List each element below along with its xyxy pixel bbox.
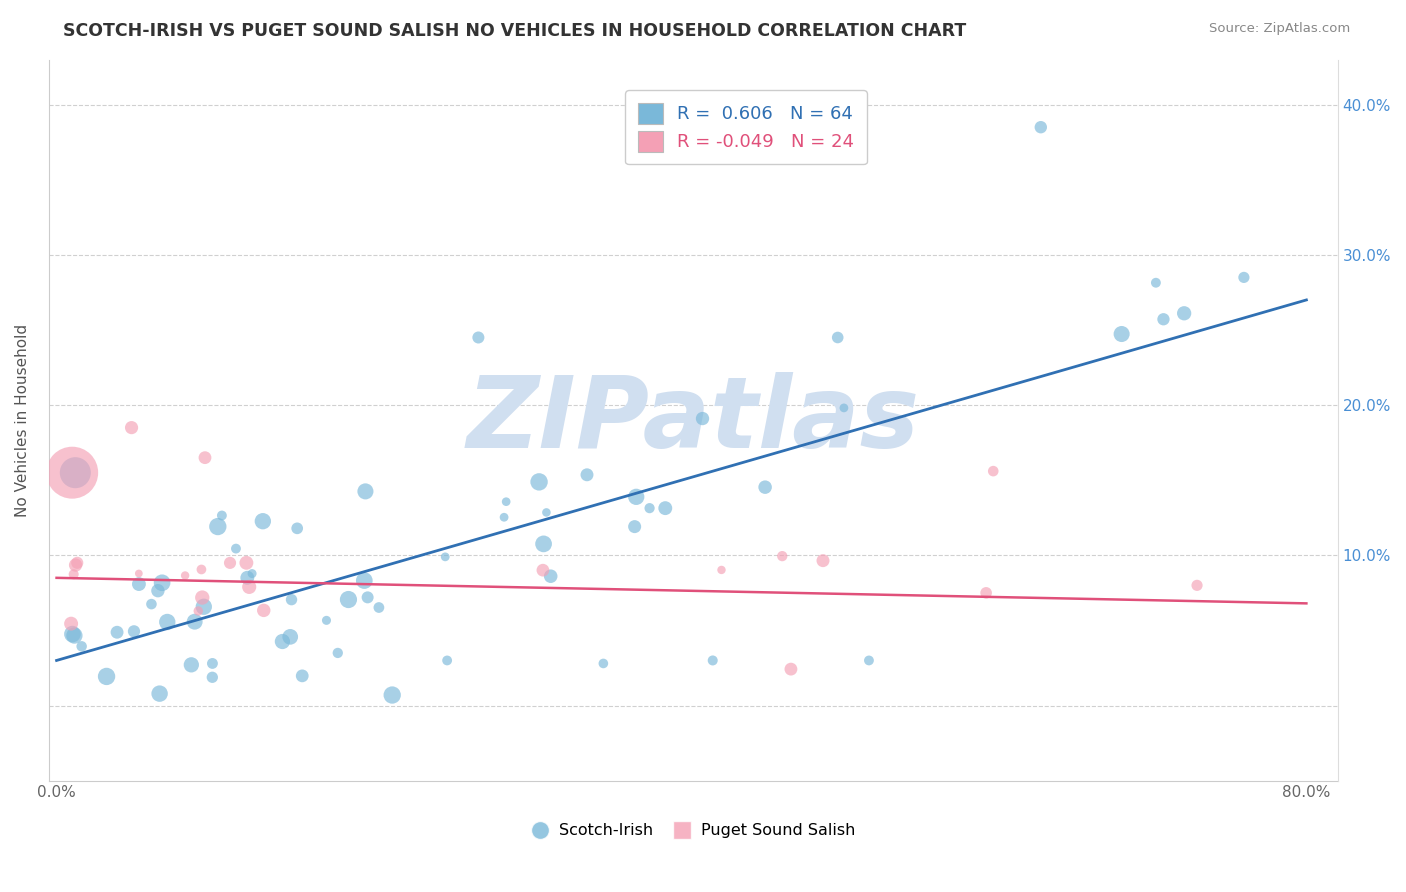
Legend: Scotch-Irish, Puget Sound Salish: Scotch-Irish, Puget Sound Salish (524, 817, 862, 845)
Text: Source: ZipAtlas.com: Source: ZipAtlas.com (1209, 22, 1350, 36)
Point (974, 586, 997, 600)
Point (710, 563, 733, 577)
Point (105, 625, 128, 640)
Point (280, 592, 302, 607)
Point (207, 519, 229, 533)
Point (63, 629, 86, 643)
Point (770, 549, 793, 563)
Point (575, 467, 598, 482)
Point (754, 480, 776, 494)
Point (1111, 326, 1133, 341)
Point (193, 599, 215, 614)
Point (219, 556, 242, 570)
Point (271, 634, 294, 648)
Point (128, 566, 150, 581)
Point (252, 514, 274, 528)
Point (156, 615, 179, 629)
Point (60, 616, 83, 631)
Point (654, 501, 676, 516)
Point (191, 591, 214, 605)
Point (141, 597, 163, 611)
Point (62, 567, 84, 582)
Point (194, 450, 217, 465)
Point (225, 541, 247, 556)
Point (240, 566, 263, 581)
Point (235, 556, 257, 570)
Point (540, 569, 562, 583)
Point (121, 420, 143, 434)
Point (238, 580, 260, 594)
Point (702, 653, 724, 667)
Point (434, 549, 457, 564)
Point (381, 688, 404, 702)
Point (128, 577, 150, 591)
Point (527, 475, 550, 489)
Point (832, 401, 855, 415)
Point (146, 583, 169, 598)
Point (780, 662, 803, 676)
Text: SCOTCH-IRISH VS PUGET SOUND SALISH NO VEHICLES IN HOUSEHOLD CORRELATION CHART: SCOTCH-IRISH VS PUGET SOUND SALISH NO VE… (63, 22, 966, 40)
Point (174, 568, 197, 582)
Point (62, 627, 84, 641)
Point (326, 646, 349, 660)
Point (494, 510, 516, 524)
Point (592, 657, 614, 671)
Point (122, 624, 145, 639)
Point (201, 670, 224, 684)
Point (436, 653, 458, 667)
Point (201, 657, 224, 671)
Point (253, 603, 276, 617)
Point (183, 615, 205, 629)
Point (1152, 312, 1174, 326)
Point (811, 554, 834, 568)
Point (533, 537, 555, 551)
Point (337, 592, 360, 607)
Point (531, 563, 554, 577)
Point (65, 558, 87, 572)
Point (467, 330, 489, 344)
Point (150, 575, 173, 590)
Point (285, 521, 308, 535)
Point (96, 669, 118, 683)
Y-axis label: No Vehicles in Household: No Vehicles in Household (15, 324, 30, 516)
Point (1173, 306, 1195, 320)
Point (149, 687, 172, 701)
Point (236, 571, 259, 585)
Point (1144, 276, 1167, 290)
Text: ZIPatlas: ZIPatlas (467, 372, 920, 468)
Point (623, 519, 645, 533)
Point (65, 466, 87, 480)
Point (180, 657, 202, 672)
Point (60, 466, 83, 480)
Point (190, 562, 212, 576)
Point (1185, 578, 1208, 592)
Point (1029, 120, 1052, 135)
Point (827, 330, 849, 344)
Point (858, 653, 880, 667)
Point (353, 574, 375, 588)
Point (356, 591, 378, 605)
Point (187, 604, 209, 618)
Point (70, 640, 93, 654)
Point (1233, 270, 1256, 285)
Point (981, 464, 1004, 478)
Point (354, 484, 377, 499)
Point (315, 613, 337, 627)
Point (626, 490, 648, 504)
Point (692, 411, 714, 425)
Point (638, 501, 661, 516)
Point (278, 630, 301, 644)
Point (211, 508, 233, 523)
Point (66, 556, 89, 570)
Point (291, 669, 314, 683)
Point (536, 505, 558, 519)
Point (495, 494, 517, 508)
Point (367, 600, 389, 615)
